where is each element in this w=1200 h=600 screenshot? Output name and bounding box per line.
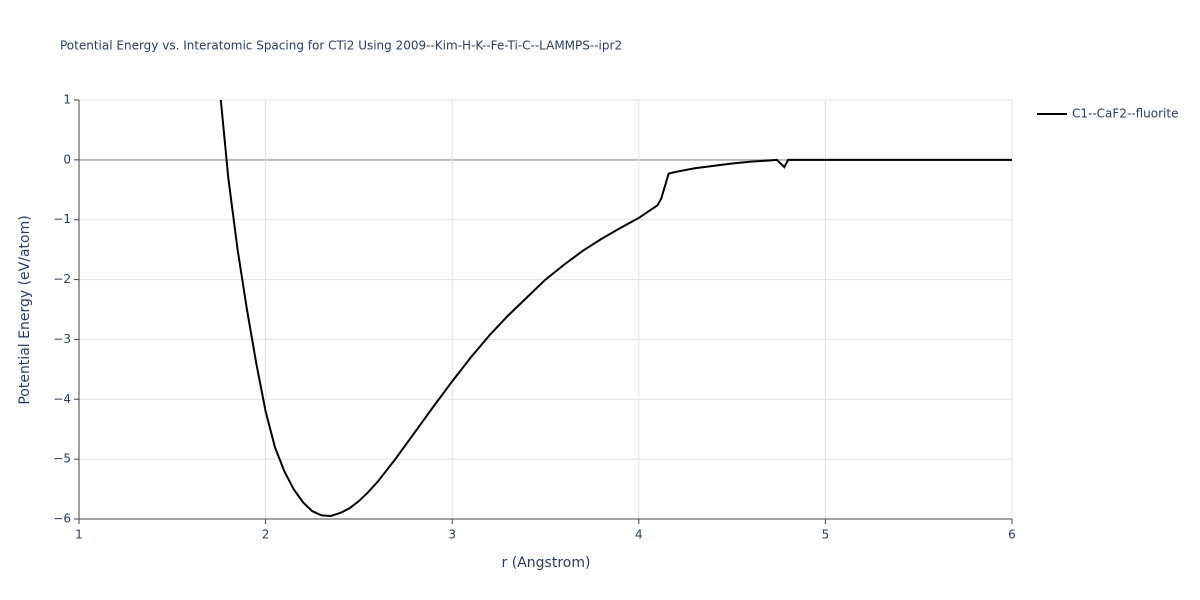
y-tick-label: −6 — [53, 512, 71, 526]
x-tick-label: 5 — [822, 528, 830, 542]
y-tick-label: −2 — [53, 272, 71, 286]
chart-title: Potential Energy vs. Interatomic Spacing… — [60, 39, 622, 53]
x-tick-label: 2 — [262, 528, 270, 542]
legend-label: C1--CaF2--fluorite — [1072, 107, 1178, 121]
y-tick-label: 1 — [63, 93, 71, 107]
x-tick-label: 6 — [1008, 528, 1016, 542]
x-tick-label: 4 — [635, 528, 643, 542]
x-axis-title: r (Angstrom) — [502, 555, 591, 571]
y-tick-label: −5 — [53, 452, 71, 466]
x-tick-label: 3 — [448, 528, 456, 542]
y-axis-title: Potential Energy (eV/atom) — [17, 215, 33, 404]
x-tick-label: 1 — [75, 528, 83, 542]
y-tick-label: −1 — [53, 212, 71, 226]
y-tick-label: −4 — [53, 392, 71, 406]
y-tick-label: 0 — [63, 152, 71, 166]
y-tick-label: −3 — [53, 332, 71, 346]
series-line — [219, 100, 1012, 518]
